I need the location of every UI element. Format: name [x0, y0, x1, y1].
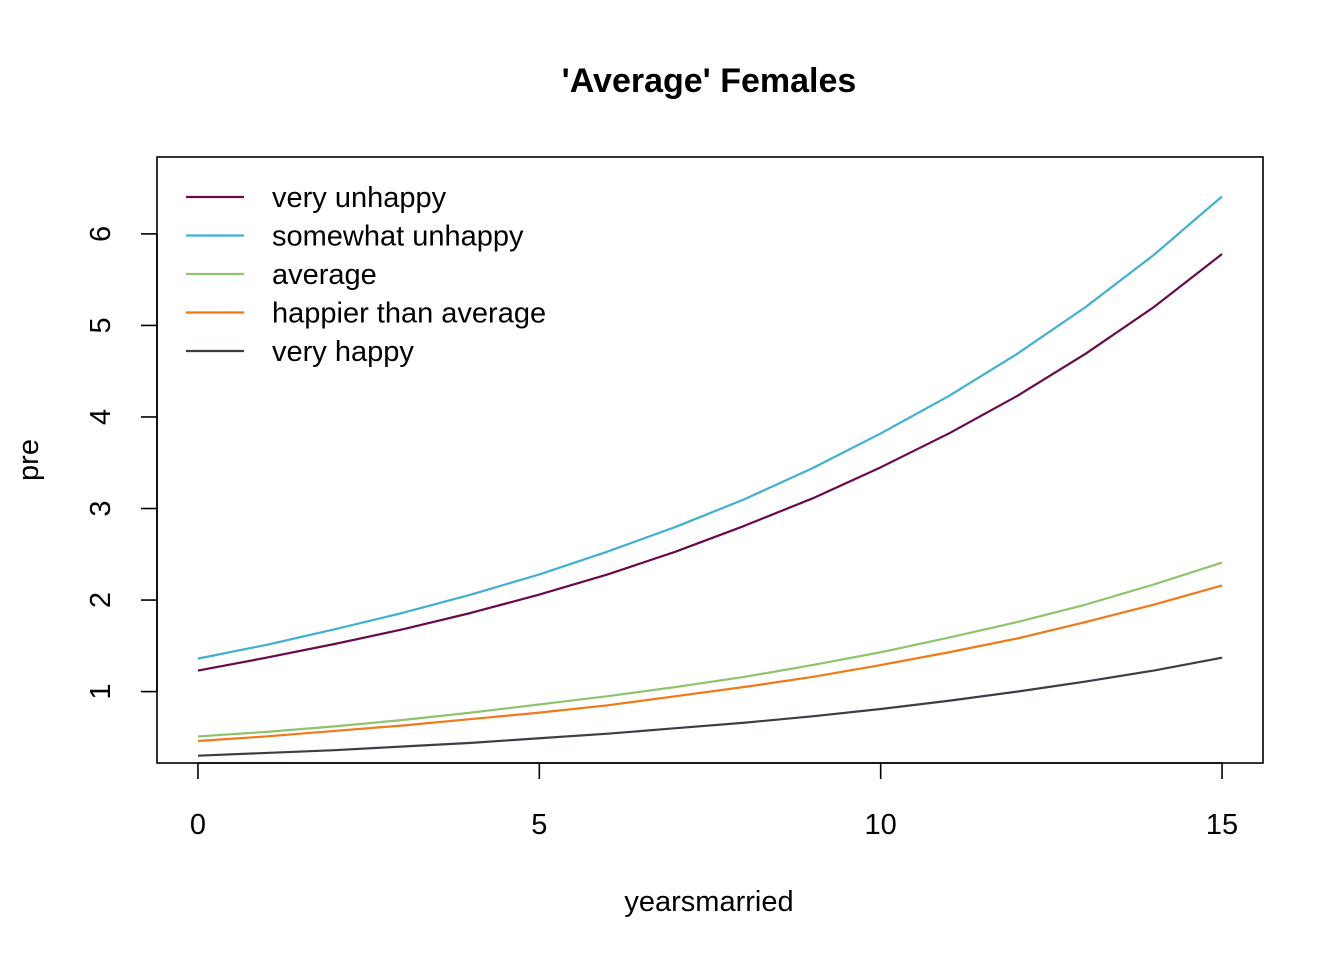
x-axis-label: yearsmarried — [624, 886, 793, 918]
x-axis: 0 5 10 15 — [190, 762, 1238, 841]
legend-label: somewhat unhappy — [272, 221, 524, 253]
legend-label: happier than average — [272, 298, 546, 330]
x-tick-label: 5 — [531, 809, 547, 841]
series-line-somewhat-unhappy — [197, 195, 1223, 660]
y-axis-label: pre — [13, 439, 45, 481]
legend-label: very happy — [272, 336, 414, 368]
y-tick-label: 6 — [85, 226, 117, 242]
y-tick-label: 5 — [85, 317, 117, 333]
y-tick-label: 4 — [85, 409, 117, 425]
series-line-happier-than-average — [197, 584, 1223, 743]
series-line-average — [197, 561, 1223, 738]
x-tick-label: 10 — [865, 809, 897, 841]
series-line-very-unhappy — [197, 253, 1223, 672]
y-tick-label: 3 — [85, 500, 117, 516]
x-tick-label: 0 — [190, 809, 206, 841]
series-line-very-happy — [197, 656, 1223, 757]
series-lines — [197, 195, 1223, 757]
legend-label: average — [272, 259, 377, 291]
x-tick-label: 15 — [1206, 809, 1238, 841]
legend: very unhappy somewhat unhappy average happi… — [186, 182, 546, 368]
y-tick-label: 1 — [85, 684, 117, 700]
chart-title: 'Average' Females — [562, 62, 857, 100]
y-tick-label: 2 — [85, 592, 117, 608]
y-axis: 1 2 3 4 5 6 — [85, 226, 158, 700]
legend-label: very unhappy — [272, 182, 447, 214]
